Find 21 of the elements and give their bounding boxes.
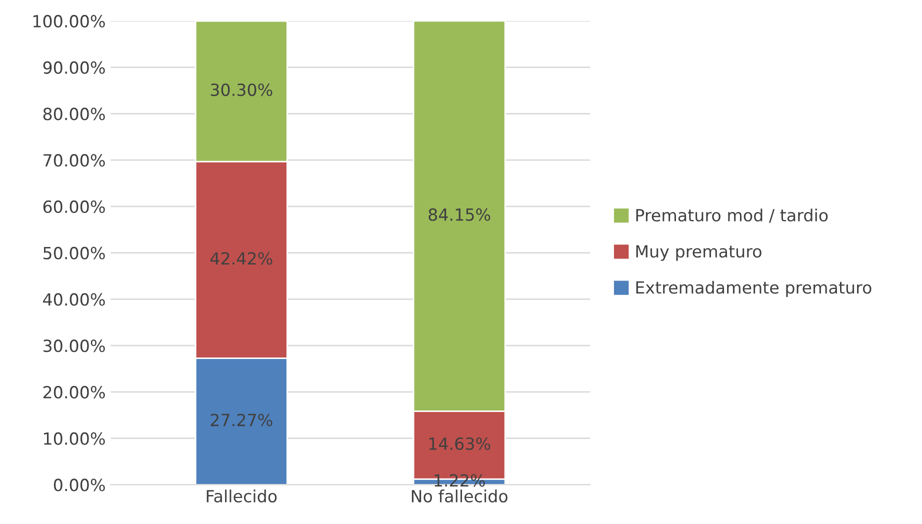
legend-label: Prematuro mod / tardio xyxy=(636,208,828,223)
y-tick-label: 20.00% xyxy=(43,386,105,399)
data-label: 14.63% xyxy=(429,437,490,450)
y-tick-label: 40.00% xyxy=(43,293,105,306)
y-tick-label: 30.00% xyxy=(44,340,105,352)
x-tick-label: Fallecido xyxy=(206,490,277,502)
legend-label: Extremadamente prematuro xyxy=(636,280,872,298)
y-tick-label: 50.00% xyxy=(44,246,105,260)
data-label: 42.42% xyxy=(210,252,272,265)
data-label: 27.27% xyxy=(210,414,272,426)
y-tick-label: 80.00% xyxy=(43,108,105,120)
y-tick-label: 90.00% xyxy=(43,61,105,74)
x-tick-label: No fallecido xyxy=(412,490,508,502)
y-tick-label: 70.00% xyxy=(44,154,105,167)
data-label: 30.30% xyxy=(210,83,272,96)
y-tick-label: 60.00% xyxy=(43,200,105,214)
data-label: 84.15% xyxy=(428,208,490,221)
y-tick-label: 0.00% xyxy=(54,478,105,492)
y-tick-label: 10.00% xyxy=(44,432,105,445)
legend-label: Muy prematuro xyxy=(636,245,762,261)
y-tick-label: 100.00% xyxy=(33,14,105,28)
